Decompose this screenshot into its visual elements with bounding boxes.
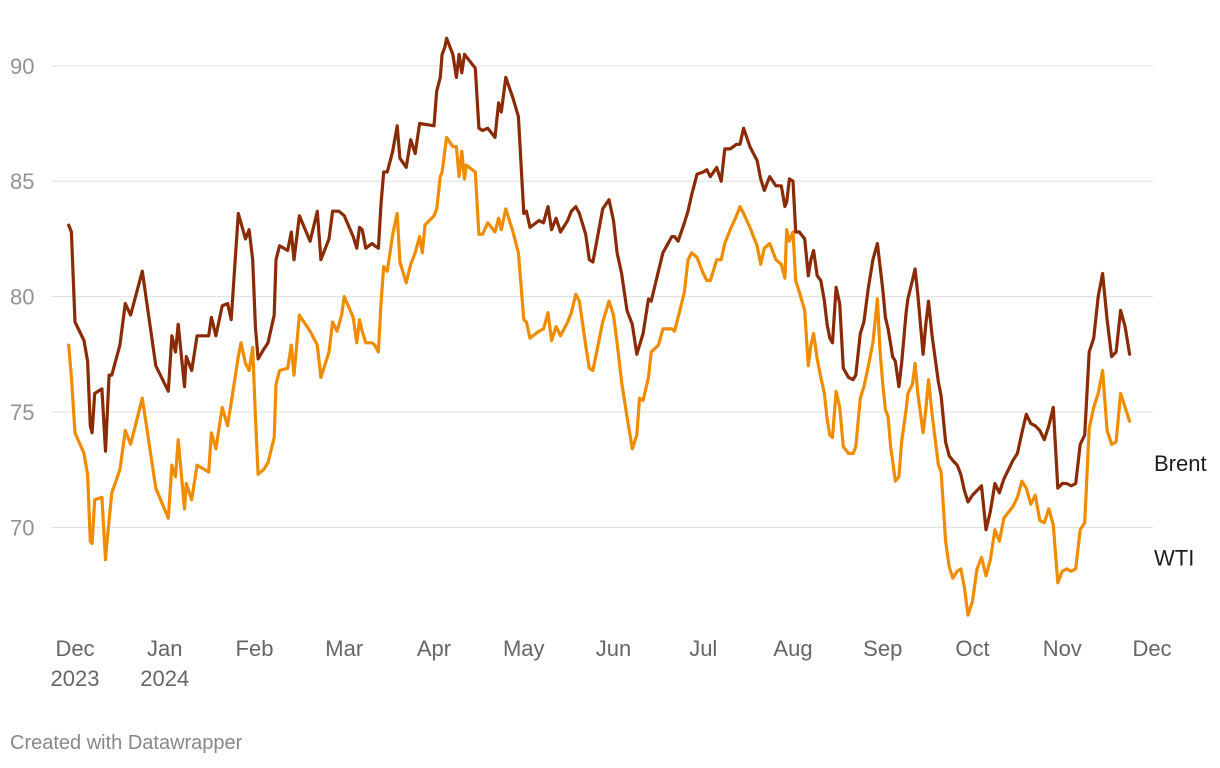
x-tick-label: Nov — [1043, 636, 1082, 661]
x-tick-label: May — [503, 636, 545, 661]
series-lines — [67, 36, 1132, 617]
series-label-brent: Brent — [1154, 451, 1207, 476]
x-tick-sublabel: 2024 — [140, 666, 189, 691]
x-tick-label: Jul — [689, 636, 717, 661]
x-tick-label: Jan — [147, 636, 182, 661]
series-line-brent — [67, 36, 1132, 532]
series-line-wti — [67, 135, 1132, 617]
series-label-wti: WTI — [1154, 545, 1194, 570]
y-tick-label: 80 — [10, 285, 34, 310]
x-tick-label: Apr — [417, 636, 451, 661]
y-tick-label: 75 — [10, 400, 34, 425]
credit-text: Created with Datawrapper — [10, 732, 243, 754]
x-axis-ticks: Dec 2023 Jan 2024 Feb Mar Apr May Jun Jul Aug Sep Oc… — [51, 636, 1172, 691]
y-axis-ticks: 70 75 80 85 90 — [10, 54, 34, 541]
series-labels: Brent WTI — [1154, 451, 1207, 571]
y-tick-label: 85 — [10, 169, 34, 194]
gridlines — [52, 65, 1153, 528]
x-tick-sublabel: 2023 — [51, 666, 100, 691]
x-tick-label: Mar — [325, 636, 363, 661]
y-tick-label: 90 — [10, 54, 34, 79]
y-tick-label: 70 — [10, 515, 34, 540]
x-tick-label: Dec — [55, 636, 94, 661]
x-tick-label: Dec — [1132, 636, 1171, 661]
x-tick-label: Oct — [955, 636, 989, 661]
x-tick-label: Aug — [773, 636, 812, 661]
x-tick-label: Jun — [596, 636, 631, 661]
x-tick-label: Sep — [863, 636, 902, 661]
x-tick-label: Feb — [236, 636, 274, 661]
